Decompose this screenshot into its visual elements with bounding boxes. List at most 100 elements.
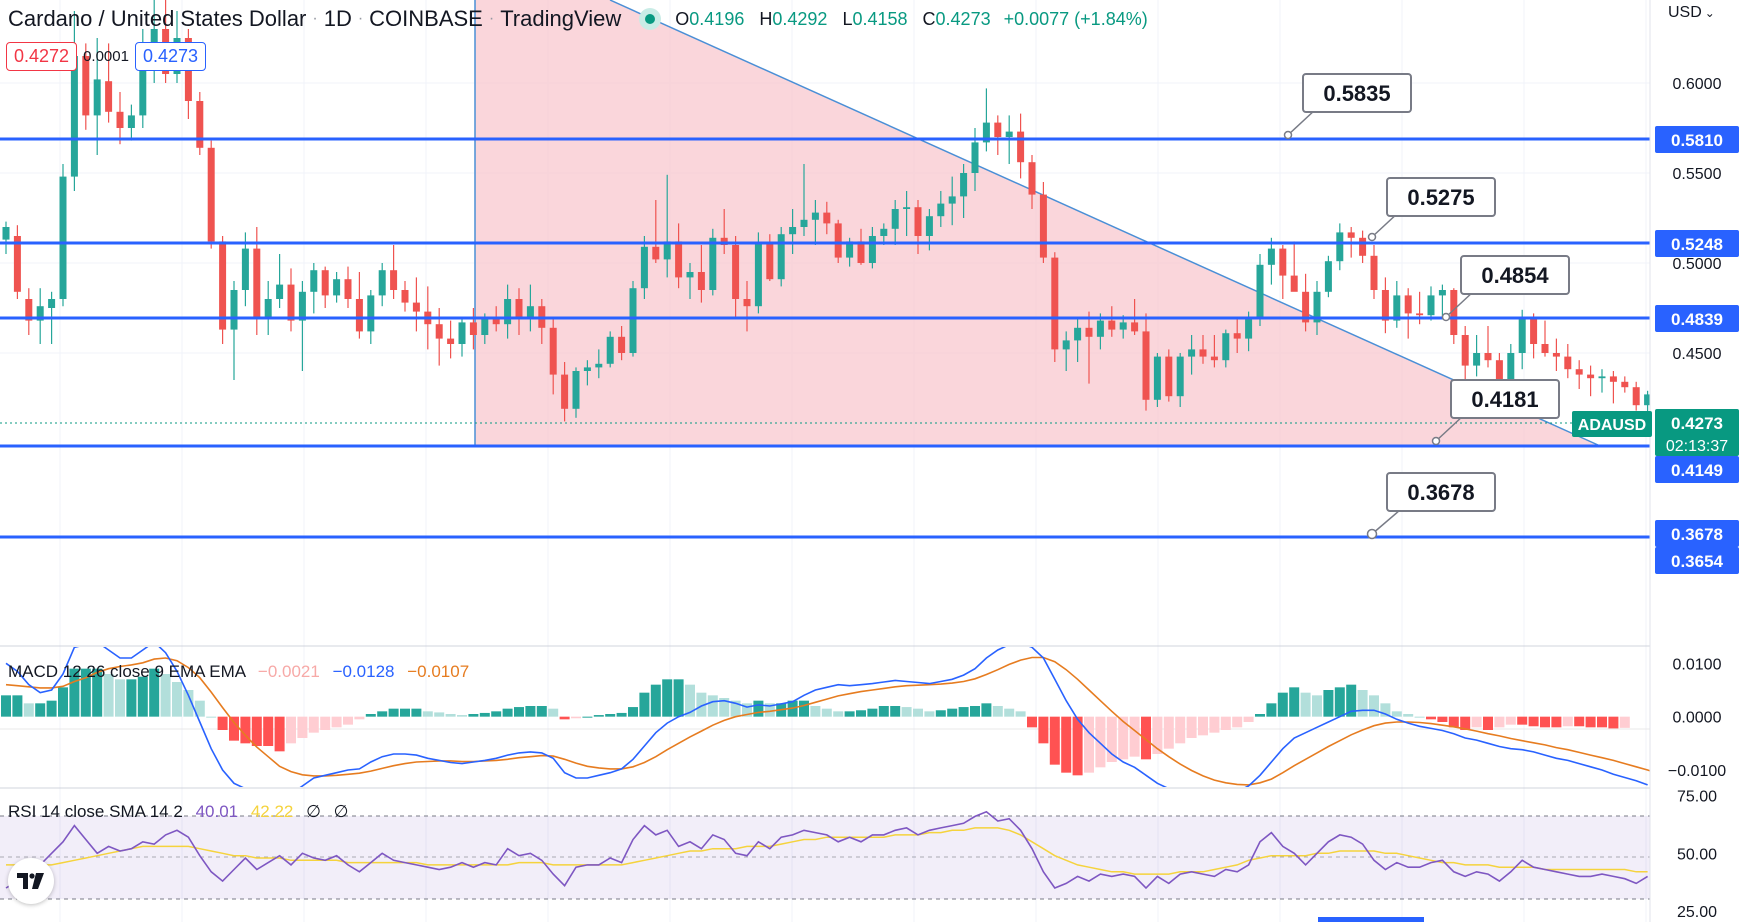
candle [13, 225, 21, 299]
macd-histogram-bar [1494, 716, 1505, 728]
macd-histogram-bar [1027, 716, 1037, 728]
candle [287, 268, 295, 332]
macd-histogram-bar [1391, 711, 1402, 717]
macd-histogram-bar [377, 711, 388, 717]
callout-0.4181[interactable]: 0.4181 [1431, 379, 1560, 446]
sell-button[interactable]: 0.4272 [6, 42, 78, 71]
ohlc-values: O0.4196 H0.4292 L0.4158 C0.4273 +0.0077 … [675, 8, 1148, 29]
candle [868, 227, 876, 269]
candle [1541, 320, 1549, 357]
callout-0.4854[interactable]: 0.4854 [1441, 255, 1570, 322]
descending-trendline[interactable] [609, 0, 1599, 446]
price-badge-0.5810: 0.5810 [1655, 126, 1739, 153]
candle [25, 288, 33, 335]
macd-histogram-bar [1528, 716, 1539, 727]
axis-tick-label: 0.4500 [1673, 346, 1722, 363]
macd-histogram-bar [388, 708, 399, 717]
macd-histogram-bar [1357, 690, 1368, 717]
candle [1473, 335, 1481, 377]
macd-histogram-bar [753, 700, 764, 717]
candle [606, 331, 614, 368]
macd-histogram-bar [445, 714, 456, 717]
candle [1210, 335, 1218, 368]
exchange-label: COINBASE [369, 6, 483, 31]
macd-histogram-bar [1084, 716, 1094, 773]
macd-histogram-bar [92, 668, 103, 717]
candle [298, 281, 306, 371]
macd-histogram-bar [1460, 716, 1471, 730]
rsi-legend[interactable]: RSI 14 close SMA 14 2 40.01 42.22 ∅ ∅ [8, 802, 348, 822]
macd-histogram-bar [468, 714, 479, 717]
macd-histogram-bar [457, 715, 467, 717]
candle [982, 88, 990, 152]
candle [1290, 241, 1298, 292]
macd-histogram-bar [183, 690, 194, 717]
macd-histogram-bar [1004, 708, 1015, 717]
axis-tick-label: 0.6000 [1673, 76, 1722, 93]
callout-0.3678[interactable]: 0.3678 [1366, 472, 1496, 540]
candle [686, 263, 694, 299]
macd-histogram-bar [35, 703, 46, 717]
candle [561, 362, 569, 422]
candle [743, 281, 751, 332]
macd-histogram-bar [1505, 716, 1516, 725]
candle [1062, 331, 1070, 371]
current-price-badge: 0.4273 02:13:37 [1655, 409, 1739, 456]
price-scale[interactable]: 0.6000 0.5500 0.5000 0.4500 0.0100 0.0000 −0.… [1572, 0, 1744, 922]
callout-label: 0.5275 [1407, 185, 1474, 210]
macd-histogram-bar [1118, 716, 1129, 760]
rsi-pane [0, 810, 1650, 900]
macd-histogram-bar [1323, 690, 1334, 717]
svg-text:ADAUSD: ADAUSD [1578, 417, 1646, 434]
rsi-line [5, 810, 1649, 890]
macd-histogram-bar [821, 708, 832, 717]
macd-legend[interactable]: MACD 12 26 close 9 EMA EMA −0.0021 −0.01… [8, 662, 469, 682]
candle [264, 281, 272, 335]
rsi-ma-value: 42.22 [250, 802, 294, 821]
interval-label[interactable]: 1D [323, 6, 352, 31]
macd-histogram-bar [719, 698, 730, 717]
callout-0.5275[interactable]: 0.5275 [1367, 177, 1496, 242]
symbol-header[interactable]: Cardano / United States Dollar · 1D · CO… [8, 4, 1148, 34]
candle [344, 266, 352, 308]
currency-selector[interactable]: USD ⌄ [1668, 4, 1715, 22]
macd-histogram-bar [365, 714, 376, 717]
candle [207, 140, 215, 249]
macd-histogram-bar [650, 684, 661, 717]
macd-histogram-bar [286, 716, 296, 744]
macd-histogram-bar [548, 708, 559, 717]
macd-histogram-bar [263, 716, 274, 746]
candle [70, 11, 78, 191]
candle [663, 174, 671, 278]
macd-histogram-bar [1619, 716, 1630, 728]
candle [59, 164, 67, 307]
macd-histogram-bar [878, 706, 889, 717]
candle [219, 236, 227, 344]
svg-text:0.4149: 0.4149 [1671, 461, 1723, 480]
symbol-name[interactable]: Cardano / United States Dollar [8, 6, 307, 31]
separator-dot: · [357, 10, 364, 27]
candle [2, 221, 10, 254]
candle [1256, 254, 1264, 326]
candle [1644, 390, 1650, 415]
candle [1484, 326, 1492, 368]
axis-tick-label: 0.5500 [1673, 166, 1722, 183]
macd-histogram-bar [1061, 716, 1072, 773]
macd-histogram-bar [559, 716, 570, 720]
callout-0.5835[interactable]: 0.5835 [1283, 73, 1412, 140]
axis-tick-label: 0.5000 [1673, 256, 1722, 273]
candle [116, 92, 124, 145]
time-axis-highlight [1318, 917, 1424, 922]
macd-histogram-bar [844, 711, 855, 717]
candle [1142, 313, 1150, 411]
candle [595, 349, 603, 379]
candle [127, 104, 135, 141]
rsi-extra-value: ∅ [333, 802, 349, 821]
macd-histogram-bar [1277, 692, 1288, 717]
candle [82, 43, 90, 130]
tradingview-logo-icon[interactable] [8, 858, 54, 904]
candle [1108, 306, 1116, 337]
macd-histogram-bar [628, 707, 638, 717]
buy-button[interactable]: 0.4273 [134, 42, 207, 71]
